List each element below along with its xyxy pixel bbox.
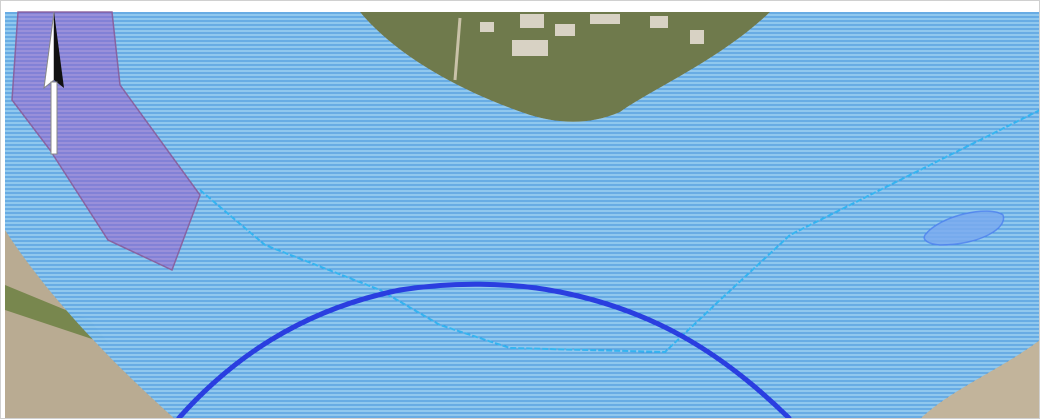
village-area [360, 12, 770, 122]
pond [923, 210, 1005, 246]
north-arrow [43, 11, 64, 155]
field-strip [5, 285, 110, 345]
stream-line [199, 109, 1040, 354]
buildings [480, 14, 704, 56]
flood-zone [5, 12, 1040, 419]
field-right [920, 340, 1040, 419]
field-left [5, 230, 175, 419]
boundary-arc [176, 281, 792, 419]
road [453, 17, 462, 81]
